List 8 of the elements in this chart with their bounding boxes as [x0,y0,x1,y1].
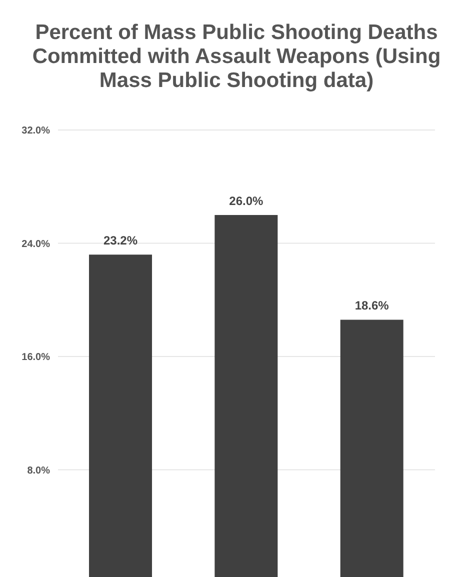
y-tick-label: 8.0% [27,465,50,476]
data-label: 23.2% [103,234,138,248]
data-label: 18.6% [354,298,390,313]
y-tick-label: 16.0% [22,352,50,364]
data-label: 26.0% [229,194,264,208]
chart-title: Percent of Mass Public Shooting Deaths Committed with Assault Weapons (Using Mass Public Shooting data) [31,21,442,93]
y-tick-label: 32.0% [22,126,50,137]
y-tick-label: 24.0% [22,238,50,250]
